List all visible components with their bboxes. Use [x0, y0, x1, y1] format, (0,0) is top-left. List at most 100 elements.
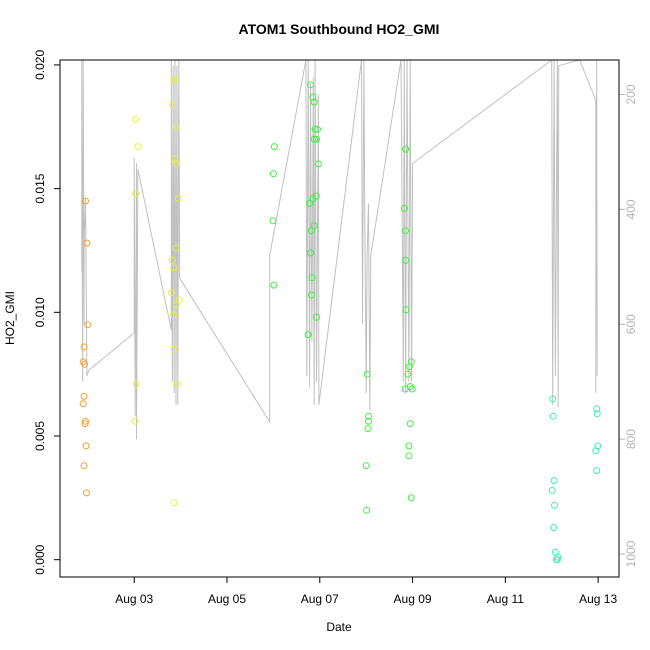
data-point: [307, 291, 315, 299]
data-point: [270, 281, 278, 289]
right-tick-label: 200: [624, 84, 638, 104]
trace-line: [81, 60, 598, 440]
data-point: [171, 155, 179, 163]
data-point: [173, 380, 181, 388]
data-point: [364, 425, 372, 433]
x-tick-label: Aug 07: [301, 592, 339, 606]
data-point: [313, 135, 320, 143]
data-point: [168, 256, 176, 264]
data-point: [400, 204, 408, 212]
x-tick-label: Aug 05: [208, 592, 246, 606]
right-tick-label: 400: [624, 199, 638, 219]
data-point: [170, 264, 178, 272]
data-point: [132, 115, 140, 123]
data-point: [548, 486, 556, 494]
data-point: [363, 370, 371, 378]
data-point: [553, 556, 561, 564]
data-point: [550, 524, 558, 531]
data-point: [593, 405, 601, 413]
data-point: [314, 125, 321, 133]
data-point: [82, 489, 90, 497]
data-point: [310, 222, 318, 230]
data-point: [172, 301, 180, 309]
data-point: [593, 467, 601, 475]
data-point: [592, 447, 600, 455]
data-point: [550, 477, 558, 484]
y-tick-label: 0.010: [33, 297, 47, 327]
data-point: [405, 442, 413, 450]
data-point: [365, 412, 372, 420]
data-point: [269, 170, 277, 178]
data-point: [172, 123, 180, 131]
data-point: [363, 506, 371, 514]
data-point: [82, 417, 89, 425]
data-point: [402, 145, 410, 153]
data-point: [307, 249, 314, 257]
data-point: [269, 217, 277, 225]
data-point: [132, 380, 140, 388]
data-point: [406, 420, 414, 428]
x-tick-label: Aug 03: [115, 592, 153, 606]
data-point: [84, 321, 92, 329]
data-point: [551, 501, 558, 509]
data-point: [81, 360, 89, 368]
trace-layer: [81, 60, 598, 440]
data-point: [402, 256, 410, 264]
x-tick-label: Aug 09: [394, 592, 432, 606]
data-point: [131, 417, 139, 425]
right-tick-label: 1000: [624, 540, 638, 567]
x-tick-label: Aug 11: [487, 592, 524, 606]
data-point: [310, 98, 318, 106]
right-tick-label: 600: [624, 314, 638, 334]
data-point: [170, 499, 178, 507]
data-point: [80, 462, 88, 470]
data-point: [132, 190, 140, 198]
data-point: [82, 442, 90, 450]
data-point: [306, 200, 314, 207]
data-point: [172, 244, 180, 252]
data-point: [134, 143, 142, 151]
data-point: [174, 195, 182, 202]
data-point: [170, 311, 178, 319]
data-point: [307, 81, 314, 89]
data-point: [270, 143, 278, 151]
y-axis-label: HO2_GMI: [3, 291, 17, 345]
data-point: [82, 197, 89, 205]
data-point: [401, 385, 409, 393]
data-point: [408, 385, 416, 393]
data-point: [404, 370, 412, 378]
data-point: [172, 160, 180, 168]
data-point: [311, 125, 319, 133]
plot-frame: [59, 59, 620, 578]
data-point: [81, 420, 89, 428]
data-point: [308, 274, 316, 282]
data-point: [314, 160, 322, 168]
data-point: [407, 494, 415, 502]
right-tick-label: 800: [624, 429, 638, 449]
x-axis-label: Date: [326, 620, 352, 634]
data-point: [171, 76, 179, 84]
data-point: [549, 412, 557, 420]
data-point: [310, 135, 318, 143]
data-point: [304, 331, 312, 339]
y-tick-label: 0.020: [33, 50, 47, 80]
data-point: [80, 392, 88, 400]
data-point: [402, 306, 410, 314]
data-point: [169, 101, 177, 108]
data-point: [170, 345, 178, 353]
data-point: [405, 363, 413, 371]
data-point: [549, 395, 557, 403]
data-point: [313, 313, 320, 321]
data-point: [362, 462, 370, 470]
data-point: [405, 452, 413, 460]
chart-title: ATOM1 Southbound HO2_GMI: [239, 21, 440, 37]
y-tick-label: 0.005: [33, 421, 47, 451]
x-tick-label: Aug 13: [579, 592, 617, 606]
data-point: [309, 93, 317, 101]
data-point: [167, 289, 175, 296]
y-tick-label: 0.000: [33, 544, 47, 574]
data-point: [365, 417, 372, 425]
data-point: [309, 195, 317, 202]
